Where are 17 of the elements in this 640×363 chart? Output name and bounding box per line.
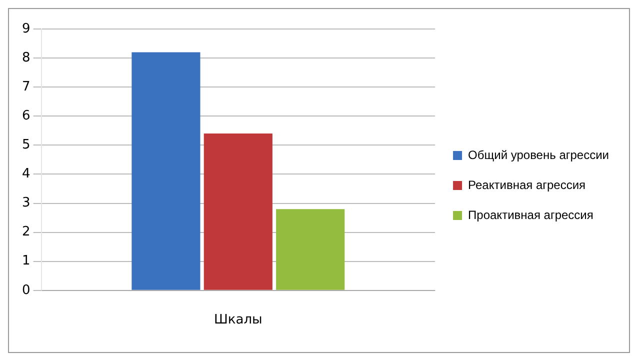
y-tick-label: 2 xyxy=(22,224,30,240)
legend-label: Проактивная агрессия xyxy=(468,208,594,222)
y-tick-label: 0 xyxy=(22,282,30,298)
y-tick-label: 5 xyxy=(22,138,30,153)
y-tick-label: 9 xyxy=(22,21,30,36)
y-tick-label: 6 xyxy=(22,108,30,124)
bar xyxy=(276,209,345,290)
y-tick-label: 1 xyxy=(22,254,30,269)
y-tick-label: 3 xyxy=(22,196,30,211)
bar xyxy=(132,52,200,290)
y-tick-label: 7 xyxy=(22,79,30,94)
y-tick-label: 4 xyxy=(22,166,30,182)
bar xyxy=(204,134,272,290)
legend-label: Общий уровень агрессии xyxy=(468,148,610,162)
x-tick-label: Шкалы xyxy=(214,312,262,328)
legend-label: Реактивная агрессия xyxy=(468,178,586,192)
y-tick-label: 8 xyxy=(22,50,30,66)
